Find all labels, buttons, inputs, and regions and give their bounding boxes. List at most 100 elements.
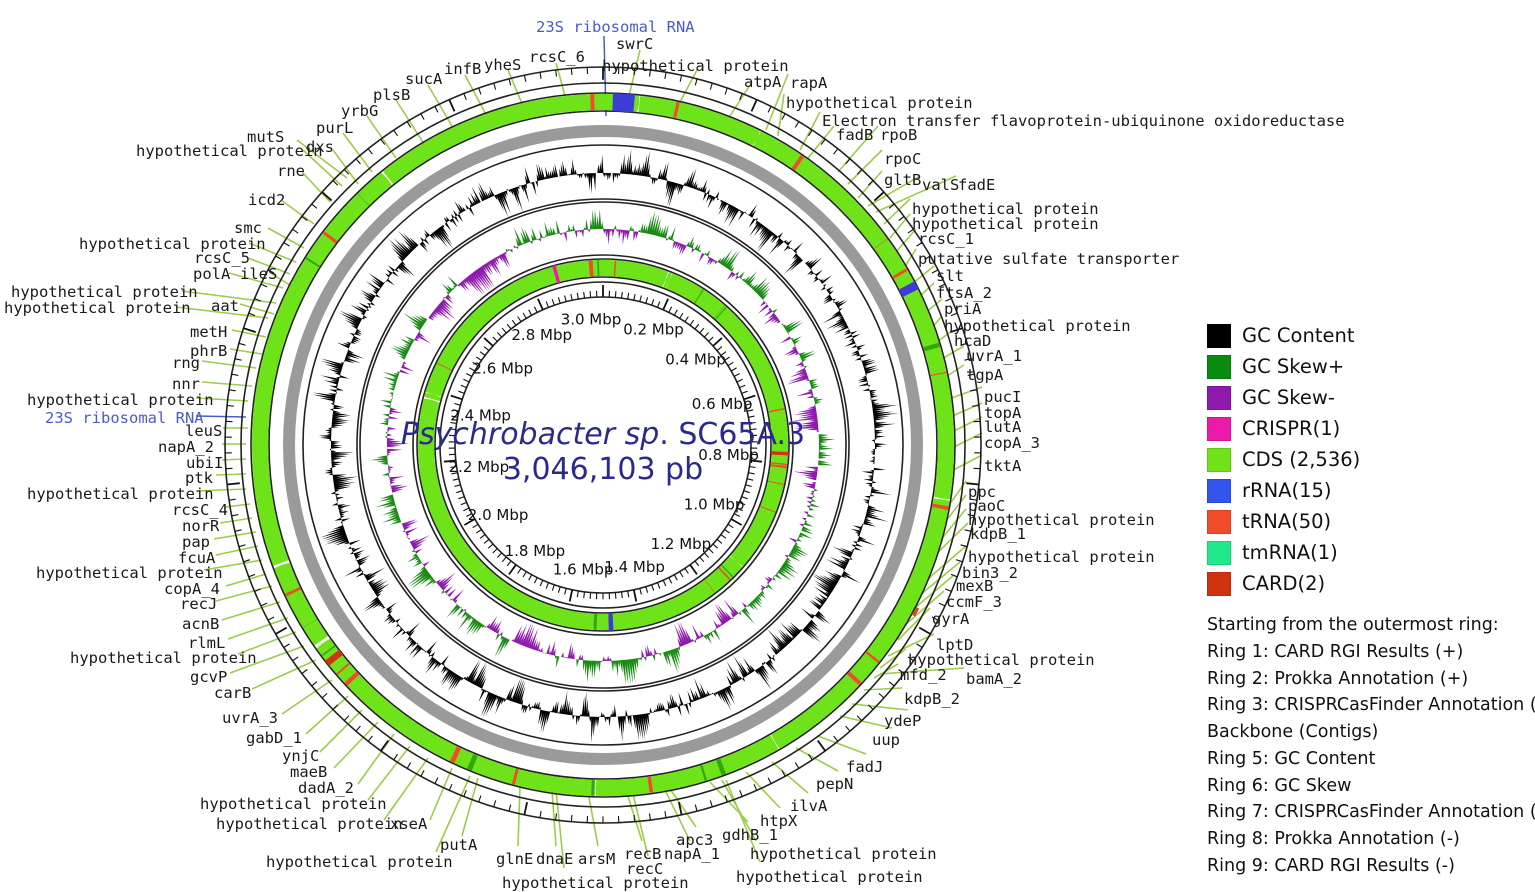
gene-label: rne — [277, 162, 305, 180]
leader-line — [213, 531, 257, 540]
axis-tick-label: 1.0 Mbp — [684, 496, 745, 514]
gene-label: ydeP — [884, 712, 921, 730]
leader-line — [851, 703, 909, 711]
leader-line — [663, 787, 691, 842]
ring-note-line: Ring 7: CRISPRCasFinder Annotation (-) — [1207, 802, 1535, 823]
gene-label: metH — [190, 323, 227, 341]
axis-tick-label: 2.0 Mbp — [468, 506, 529, 524]
leader-line — [883, 198, 911, 225]
ring-note-line: Ring 9: CARD RGI Results (-) — [1207, 855, 1455, 876]
gene-label: pepN — [816, 775, 853, 793]
leader-line — [917, 282, 935, 299]
gene-label: uvrA_1 — [966, 347, 1022, 365]
leader-line — [555, 789, 565, 869]
gene-label: hypothetical protein — [266, 853, 453, 871]
gc-skew-ring — [369, 208, 836, 685]
leader-line — [367, 745, 411, 801]
gene-label: fadE — [958, 176, 995, 194]
gene-label: htpX — [760, 812, 798, 830]
leader-line — [551, 789, 557, 847]
leader-line — [745, 771, 781, 809]
leader-line — [203, 559, 263, 571]
ring-note-line: Ring 5: GC Content — [1207, 748, 1376, 769]
leader-line — [281, 679, 333, 715]
axis-tick-label: 0.8 Mbp — [698, 446, 759, 464]
gene-label: fcuA — [178, 549, 216, 567]
ring-note-line: Ring 8: Prokka Annotation (-) — [1207, 829, 1460, 850]
cds-reverse-ring — [418, 260, 788, 630]
legend-item: CARD(2) — [1207, 568, 1527, 599]
gene-label: mutS — [247, 128, 284, 146]
leader-line — [221, 601, 281, 621]
gene-label: gcvP — [190, 668, 227, 686]
gene-label: apc3 — [676, 831, 713, 849]
gene-label: phrB — [190, 342, 227, 360]
gene-label: hcaD — [954, 332, 991, 350]
gene-label: ppc — [968, 483, 996, 501]
leader-line — [909, 574, 955, 613]
gene-label: gdhB_1 — [722, 826, 778, 844]
gene-label: ileS — [240, 265, 277, 283]
axis-tick-label: 1.8 Mbp — [505, 542, 566, 560]
gene-label: tgpA — [966, 366, 1004, 384]
organism-name: Psychrobacter sp — [401, 417, 659, 452]
leader-line — [725, 81, 753, 123]
gene-label: plsB — [373, 86, 410, 104]
legend-item: CRISPR(1) — [1207, 413, 1527, 444]
axis-ticks — [225, 67, 981, 823]
gene-label: bin3_2 — [962, 564, 1018, 582]
gene-label: hypothetical protein — [968, 548, 1155, 566]
leader-line — [847, 149, 883, 185]
gene-label: hypothetical protein — [27, 391, 214, 409]
leader-line — [943, 364, 965, 379]
leader-line — [867, 175, 921, 207]
gene-label: hypothetical protein — [36, 564, 223, 582]
legend-label: CARD(2) — [1242, 571, 1326, 595]
gene-label: pucI — [984, 388, 1021, 406]
gene-label: hypothetical protein — [79, 235, 266, 253]
gene-label: uvrA_3 — [222, 709, 278, 727]
gene-label: gyrA — [932, 610, 970, 628]
gene-label: rcsC_6 — [529, 48, 585, 66]
leader-line — [895, 228, 917, 253]
gene-label: fadJ — [846, 758, 883, 776]
axis-tick-label: 2.8 Mbp — [511, 326, 572, 344]
legend-color-swatch — [1207, 571, 1231, 596]
leader-line — [227, 617, 289, 640]
crispr-block — [552, 265, 561, 284]
leader-line — [231, 329, 267, 338]
gene-label: ynjC — [282, 747, 319, 765]
gene-label: recJ — [180, 595, 217, 613]
gene-label: hypothetical protein — [200, 795, 387, 813]
legend-item: tmRNA(1) — [1207, 537, 1527, 568]
leader-line — [875, 175, 957, 213]
gene-label: hypothetical protein — [912, 215, 1099, 233]
ring-note-line: Backbone (Contigs) — [1207, 722, 1379, 743]
leader-line — [903, 590, 945, 627]
legend-color-swatch — [1207, 385, 1231, 410]
leader-line — [237, 631, 297, 655]
leader-line — [175, 306, 269, 319]
gene-label: hypothetical protein — [908, 651, 1095, 669]
inner-tick-ring — [443, 285, 763, 602]
leader-line — [247, 257, 291, 275]
leader-line — [667, 785, 697, 828]
gene-label: ilvA — [790, 797, 828, 815]
legend: GC Content GC Skew+ GC Skew- CRISPR(1) CDS (… — [1207, 320, 1527, 599]
leader-line — [879, 667, 965, 675]
gene-label: hypothetical protein — [4, 299, 191, 317]
leader-line — [319, 709, 363, 753]
gene-label: hypothetical protein — [27, 485, 214, 503]
ring-note-line: Ring 6: GC Skew — [1207, 775, 1352, 796]
leader-line — [248, 242, 297, 263]
leader-line — [765, 73, 789, 131]
gene-label: rcsC_5 — [194, 249, 250, 267]
gene-label: infB — [444, 60, 481, 78]
legend-label: CDS (2,536) — [1242, 447, 1361, 471]
legend-item: GC Content — [1207, 320, 1527, 351]
svg-text:Psychrobacter sp. SC65A.3: Psychrobacter sp. SC65A.3 — [401, 417, 805, 452]
leader-line — [219, 517, 253, 524]
legend-label: rRNA(15) — [1242, 478, 1332, 502]
rrna-block — [612, 93, 635, 113]
gene-label: yheS — [484, 56, 521, 74]
